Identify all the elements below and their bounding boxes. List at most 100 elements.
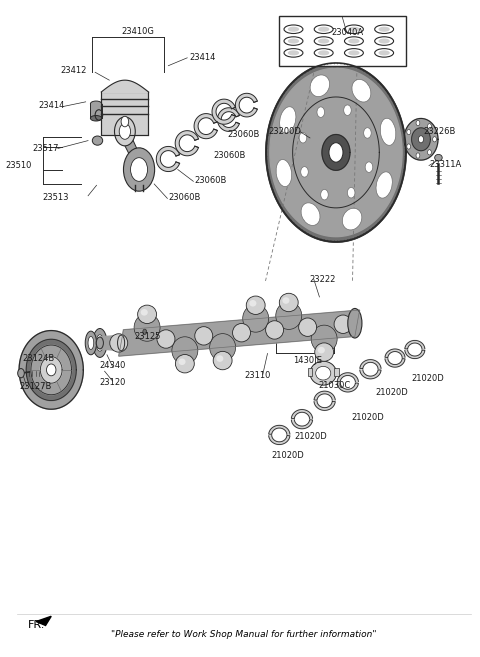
Circle shape — [364, 127, 371, 138]
Text: 23040A: 23040A — [332, 28, 364, 37]
Ellipse shape — [110, 334, 128, 352]
Ellipse shape — [213, 351, 232, 370]
Ellipse shape — [210, 334, 236, 361]
Text: 23060B: 23060B — [168, 193, 201, 202]
Ellipse shape — [310, 75, 330, 97]
Text: 23110: 23110 — [245, 371, 271, 380]
Ellipse shape — [288, 27, 299, 32]
Ellipse shape — [301, 203, 320, 225]
Circle shape — [416, 153, 420, 158]
Ellipse shape — [96, 337, 103, 349]
Ellipse shape — [157, 330, 175, 348]
Ellipse shape — [141, 309, 148, 315]
Ellipse shape — [348, 51, 360, 55]
Ellipse shape — [288, 51, 299, 55]
Polygon shape — [412, 128, 431, 150]
Circle shape — [348, 187, 355, 198]
Ellipse shape — [276, 302, 302, 329]
Ellipse shape — [342, 208, 362, 230]
Polygon shape — [385, 359, 405, 367]
Circle shape — [407, 144, 410, 149]
Ellipse shape — [96, 335, 104, 351]
Circle shape — [419, 136, 423, 143]
Circle shape — [18, 369, 24, 378]
Ellipse shape — [348, 39, 360, 43]
Bar — [334, 368, 339, 376]
Polygon shape — [404, 118, 438, 160]
Ellipse shape — [378, 27, 390, 32]
Ellipse shape — [216, 355, 223, 362]
Ellipse shape — [243, 305, 269, 332]
Text: 23120: 23120 — [99, 378, 126, 387]
Polygon shape — [360, 370, 381, 379]
Ellipse shape — [93, 328, 107, 357]
Text: 23200D: 23200D — [269, 127, 301, 136]
Polygon shape — [322, 135, 350, 170]
Polygon shape — [405, 340, 425, 349]
Polygon shape — [269, 436, 290, 445]
Circle shape — [301, 167, 308, 177]
Text: 21020D: 21020D — [295, 432, 328, 441]
Text: "Please refer to Work Shop Manual for further information": "Please refer to Work Shop Manual for fu… — [111, 630, 377, 639]
Ellipse shape — [288, 39, 299, 43]
Polygon shape — [217, 108, 240, 131]
Polygon shape — [337, 373, 359, 382]
Circle shape — [121, 116, 129, 127]
Ellipse shape — [282, 297, 289, 304]
Text: 23510: 23510 — [5, 161, 31, 170]
Text: 23410G: 23410G — [121, 27, 154, 36]
Ellipse shape — [318, 39, 329, 43]
Ellipse shape — [134, 313, 160, 341]
Circle shape — [115, 117, 135, 146]
Polygon shape — [36, 616, 51, 625]
Polygon shape — [270, 68, 402, 237]
Text: 23222: 23222 — [309, 275, 336, 284]
Circle shape — [365, 162, 373, 172]
Ellipse shape — [118, 335, 125, 351]
Text: FR.: FR. — [28, 620, 45, 631]
Ellipse shape — [90, 101, 102, 106]
Circle shape — [428, 150, 432, 155]
Text: 23060B: 23060B — [194, 175, 227, 185]
Ellipse shape — [316, 367, 331, 380]
Ellipse shape — [318, 27, 329, 32]
Ellipse shape — [172, 337, 198, 365]
Ellipse shape — [280, 106, 296, 133]
Polygon shape — [194, 114, 217, 139]
Polygon shape — [119, 310, 360, 356]
Ellipse shape — [175, 355, 194, 373]
Ellipse shape — [311, 325, 337, 353]
Bar — [279, 16, 406, 66]
Ellipse shape — [265, 321, 284, 339]
Circle shape — [123, 148, 155, 191]
Polygon shape — [212, 99, 235, 124]
Ellipse shape — [380, 118, 396, 145]
Text: 23060B: 23060B — [213, 150, 246, 160]
Ellipse shape — [138, 305, 156, 323]
Polygon shape — [31, 345, 72, 395]
Ellipse shape — [334, 315, 352, 334]
Polygon shape — [40, 357, 62, 383]
Circle shape — [344, 105, 351, 116]
Bar — [90, 104, 102, 118]
Polygon shape — [26, 339, 76, 401]
Ellipse shape — [299, 318, 317, 336]
Ellipse shape — [279, 293, 298, 311]
Ellipse shape — [179, 359, 186, 365]
Ellipse shape — [435, 154, 442, 161]
Polygon shape — [337, 383, 359, 392]
Polygon shape — [291, 420, 312, 429]
Ellipse shape — [47, 364, 56, 376]
Text: 21030C: 21030C — [319, 380, 351, 390]
Text: 23517: 23517 — [32, 144, 59, 153]
Ellipse shape — [88, 336, 94, 350]
Bar — [308, 368, 312, 376]
Polygon shape — [269, 425, 290, 434]
Polygon shape — [293, 97, 379, 208]
Text: 24340: 24340 — [99, 361, 126, 370]
Polygon shape — [235, 93, 257, 117]
Text: 23414: 23414 — [38, 101, 64, 110]
Polygon shape — [19, 330, 84, 409]
Ellipse shape — [92, 136, 103, 145]
Ellipse shape — [378, 51, 390, 55]
